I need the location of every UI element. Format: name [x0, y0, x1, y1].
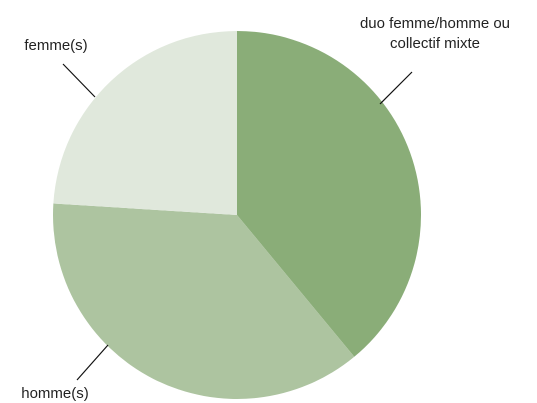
- slice-label: homme(s): [21, 385, 89, 402]
- leader-line: [379, 71, 413, 105]
- leader-line: [62, 63, 96, 98]
- pie-slice: [53, 31, 237, 215]
- pie-slice: [53, 203, 355, 399]
- leader-line: [76, 344, 109, 381]
- pie-slice: [237, 31, 421, 357]
- slice-label: femme(s): [24, 37, 88, 54]
- slice-label: duo femme/homme ou collectif mixte: [359, 15, 511, 52]
